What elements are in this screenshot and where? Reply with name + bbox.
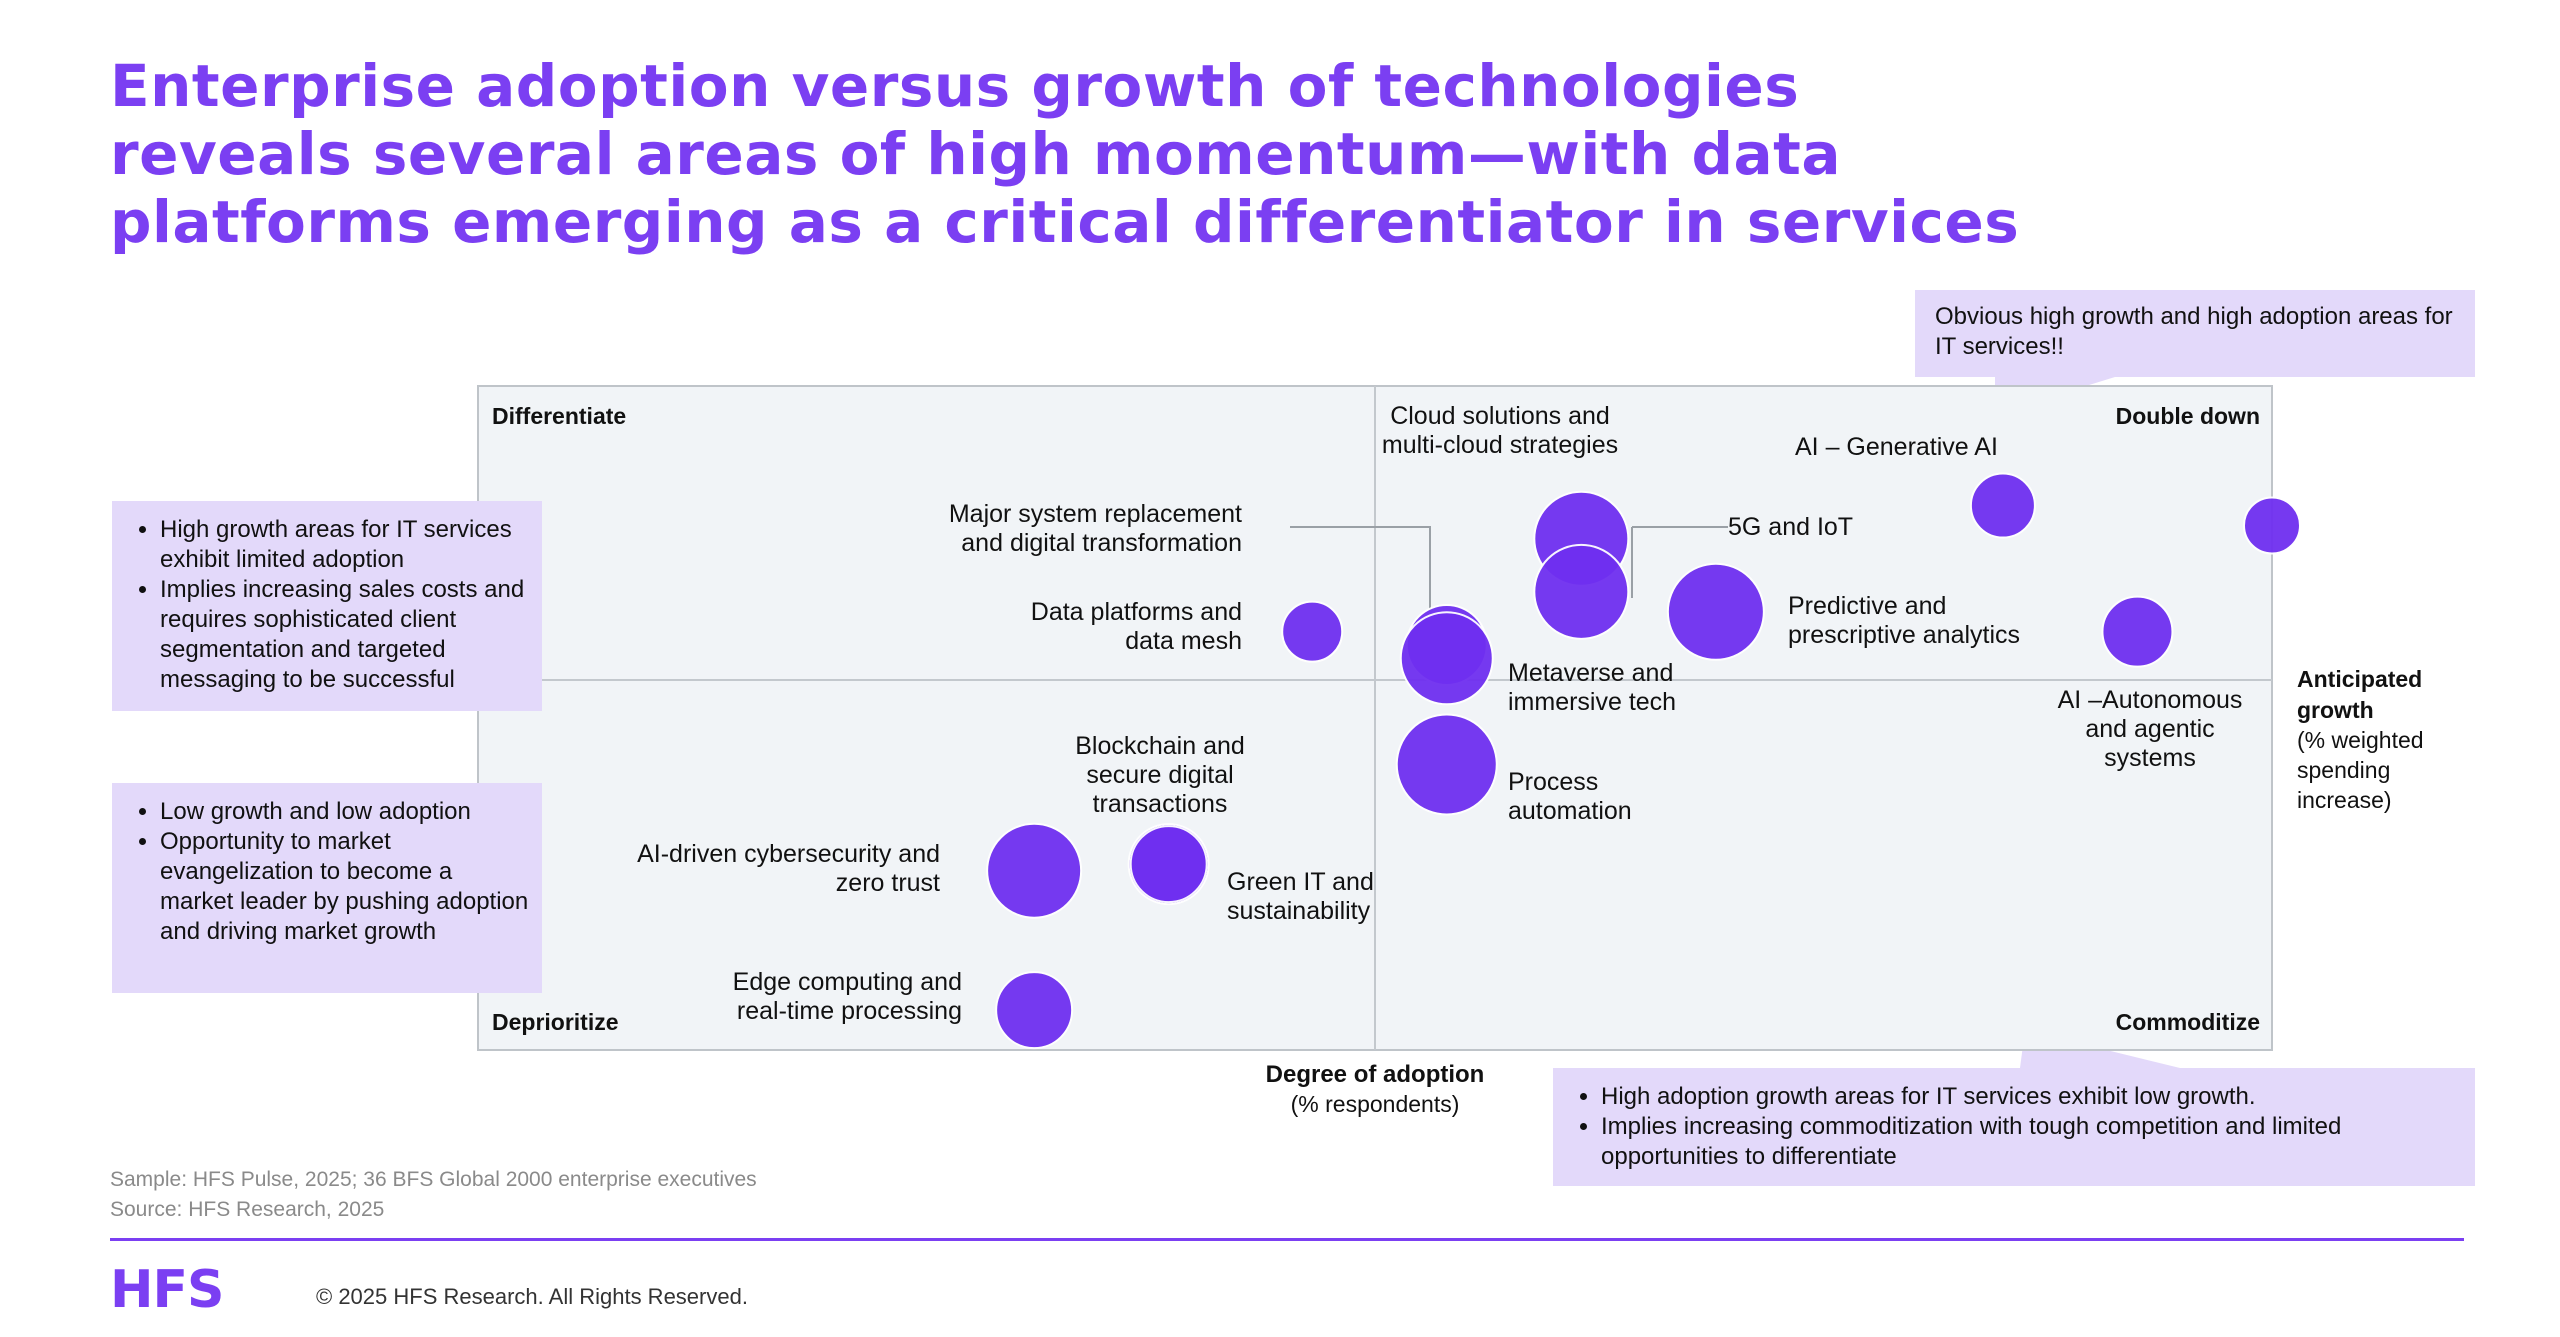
data-bubble bbox=[1281, 600, 1344, 663]
x-axis-label-unit: (% respondents) bbox=[1291, 1091, 1460, 1117]
x-axis-label: Degree of adoption bbox=[1266, 1061, 1485, 1088]
quadrant-label-double-down: Double down bbox=[2116, 403, 2260, 429]
bubble-label: Metaverse and immersive tech bbox=[1508, 659, 1676, 716]
bubble-label: Green IT and sustainability bbox=[1227, 868, 1374, 925]
bubble-label: AI-driven cybersecurity and zero trust bbox=[637, 840, 940, 897]
y-axis-label: Anticipated growth bbox=[2297, 666, 2422, 723]
bubble-label: Predictive and prescriptive analytics bbox=[1788, 592, 2020, 649]
callout-commoditize: High adoption growth areas for IT servic… bbox=[1553, 1068, 2475, 1186]
source-footnote: Source: HFS Research, 2025 bbox=[110, 1198, 385, 1221]
data-bubble bbox=[2243, 496, 2301, 555]
callout-differentiate: High growth areas for IT services exhibi… bbox=[112, 501, 542, 711]
data-bubble bbox=[1395, 713, 1498, 816]
callout-deprioritize-item: Low growth and low adoption bbox=[160, 797, 530, 827]
title-line-3: platforms emerging as a critical differe… bbox=[110, 188, 2020, 256]
bubble-label: Cloud solutions and multi-cloud strategie… bbox=[1382, 402, 1618, 459]
data-bubble bbox=[2101, 595, 2174, 668]
bubble-label: 5G and IoT bbox=[1728, 513, 1853, 541]
page-title: Enterprise adoption versus growth of tec… bbox=[110, 52, 2410, 256]
data-bubble bbox=[995, 971, 1074, 1050]
title-line-1: Enterprise adoption versus growth of tec… bbox=[110, 52, 1800, 120]
data-bubble bbox=[986, 822, 1083, 919]
callout-deprioritize: Low growth and low adoption Opportunity … bbox=[112, 783, 542, 993]
bubble-label: Edge computing and real-time processing bbox=[733, 968, 962, 1025]
bubble-label: Process automation bbox=[1508, 768, 1632, 825]
hfs-logo: HFS bbox=[110, 1260, 224, 1320]
data-bubble bbox=[1969, 472, 2036, 539]
connector-line bbox=[1290, 526, 1431, 610]
callout-differentiate-item: High growth areas for IT services exhibi… bbox=[160, 515, 530, 575]
data-bubble bbox=[1399, 611, 1494, 706]
quadrant-label-differentiate: Differentiate bbox=[492, 403, 626, 429]
data-bubble bbox=[1533, 543, 1630, 640]
copyright-text: © 2025 HFS Research. All Rights Reserved… bbox=[316, 1284, 748, 1309]
callout-differentiate-item: Implies increasing sales costs and requi… bbox=[160, 575, 530, 695]
callout-commoditize-item: High adoption growth areas for IT servic… bbox=[1601, 1082, 2463, 1112]
data-bubble bbox=[1666, 562, 1765, 661]
callout-commoditize-item: Implies increasing commoditization with … bbox=[1601, 1112, 2463, 1172]
callout-top-right: Obvious high growth and high adoption ar… bbox=[1915, 290, 2475, 377]
bubble-label: AI –Autonomous and agentic systems bbox=[2058, 686, 2243, 772]
title-line-2: reveals several areas of high momentum—w… bbox=[110, 120, 1842, 188]
data-bubble bbox=[1129, 825, 1208, 904]
quadrant-label-deprioritize: Deprioritize bbox=[492, 1009, 619, 1035]
sample-footnote: Sample: HFS Pulse, 2025; 36 BFS Global 2… bbox=[110, 1168, 757, 1191]
callout-top-right-text: Obvious high growth and high adoption ar… bbox=[1935, 303, 2453, 360]
bubble-label: Data platforms and data mesh bbox=[1031, 598, 1242, 655]
footer-divider bbox=[110, 1238, 2464, 1241]
bubble-label: Blockchain and secure digital transactions bbox=[1075, 732, 1245, 818]
callout-deprioritize-item: Opportunity to market evangelization to … bbox=[160, 827, 530, 947]
bubble-label: Major system replacement and digital tran… bbox=[949, 500, 1242, 557]
bubble-label: AI – Generative AI bbox=[1795, 433, 1998, 461]
quadrant-label-commoditize: Commoditize bbox=[2116, 1009, 2260, 1035]
y-axis-label-unit: (% weighted spending increase) bbox=[2297, 727, 2424, 813]
